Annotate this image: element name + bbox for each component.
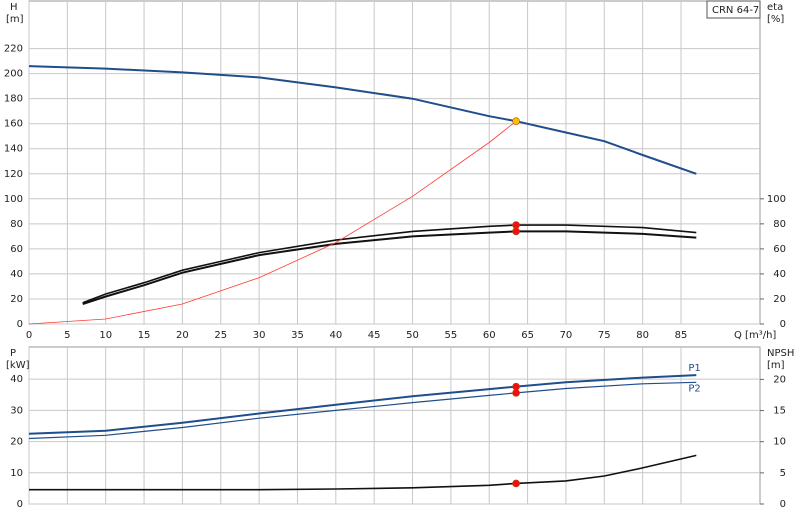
series-line	[82, 230, 697, 305]
y-tick-label: 180	[4, 94, 23, 105]
y2-tick-label: 0	[780, 499, 786, 510]
y2-tick-label: 0	[780, 319, 786, 330]
y-tick-label: 200	[4, 69, 23, 80]
y-tick-label: 30	[10, 405, 23, 416]
x-tick-label: 50	[406, 330, 419, 341]
y2-tick-label: 100	[767, 194, 786, 205]
legend-label: CRN 64-7	[712, 5, 759, 16]
x-tick-label: 10	[99, 330, 112, 341]
y2-tick-label: 15	[773, 406, 786, 417]
x-axis-label: Q [m³/h]	[734, 330, 776, 341]
y2-axis-unit: [m]	[767, 360, 785, 371]
series-line	[29, 454, 697, 491]
y-axis-unit: [kW]	[6, 360, 30, 371]
series-line	[28, 120, 517, 325]
operating-point	[512, 221, 520, 229]
y-tick-label: 120	[4, 169, 23, 180]
x-tick-label: 5	[64, 330, 70, 341]
x-tick-label: 45	[368, 330, 381, 341]
y2-axis-label: eta	[767, 2, 783, 13]
x-tick-label: 40	[329, 330, 342, 341]
x-tick-label: 35	[291, 330, 304, 341]
x-tick-label: 85	[675, 330, 688, 341]
y-axis-label: P	[10, 348, 16, 359]
series-line	[82, 224, 697, 304]
plot-area	[28, 346, 761, 505]
y2-tick-label: 10	[773, 437, 786, 448]
x-tick-label: 75	[598, 330, 611, 341]
x-tick-label: 0	[26, 330, 32, 341]
x-tick-label: 55	[445, 330, 458, 341]
y-tick-label: 80	[10, 219, 23, 230]
y-tick-label: 100	[4, 194, 23, 205]
y2-axis-unit: [%]	[767, 14, 784, 25]
y-tick-label: 20	[10, 437, 23, 448]
operating-point	[512, 117, 520, 125]
series-label: P1	[688, 363, 700, 374]
operating-point	[512, 479, 520, 488]
series-line	[28, 65, 697, 175]
y2-tick-label: 20	[773, 294, 786, 305]
y2-tick-label: 20	[773, 374, 786, 385]
x-tick-label: 15	[138, 330, 151, 341]
y2-tick-label: 60	[773, 244, 786, 255]
y-tick-label: 140	[4, 144, 23, 155]
y-axis-unit: [m]	[6, 14, 24, 25]
operating-point	[512, 389, 520, 397]
x-tick-label: 60	[483, 330, 496, 341]
series-line	[28, 374, 697, 435]
operating-point	[512, 227, 520, 236]
series-label: P2	[688, 383, 700, 394]
y-axis-label: H	[10, 2, 18, 13]
x-tick-label: 25	[214, 330, 227, 341]
y-tick-label: 0	[17, 319, 23, 330]
y2-axis-label: NPSH	[767, 348, 794, 359]
x-tick-label: 70	[560, 330, 573, 341]
plot-area	[28, 0, 761, 325]
y2-tick-label: 80	[773, 219, 786, 230]
y-tick-label: 220	[4, 44, 23, 55]
y-tick-label: 10	[10, 468, 23, 479]
x-tick-label: 65	[521, 330, 534, 341]
y-tick-label: 60	[10, 244, 23, 255]
y2-tick-label: 5	[780, 468, 786, 479]
y-tick-label: 40	[10, 374, 23, 385]
y-tick-label: 0	[17, 499, 23, 510]
x-tick-label: 30	[253, 330, 266, 341]
y2-tick-label: 40	[773, 269, 786, 280]
x-tick-label: 80	[636, 330, 649, 341]
series-line	[28, 381, 697, 440]
y-tick-label: 40	[10, 269, 23, 280]
legend-box	[706, 0, 761, 19]
y-tick-label: 20	[10, 294, 23, 305]
y-tick-label: 160	[4, 119, 23, 130]
x-tick-label: 20	[176, 330, 189, 341]
